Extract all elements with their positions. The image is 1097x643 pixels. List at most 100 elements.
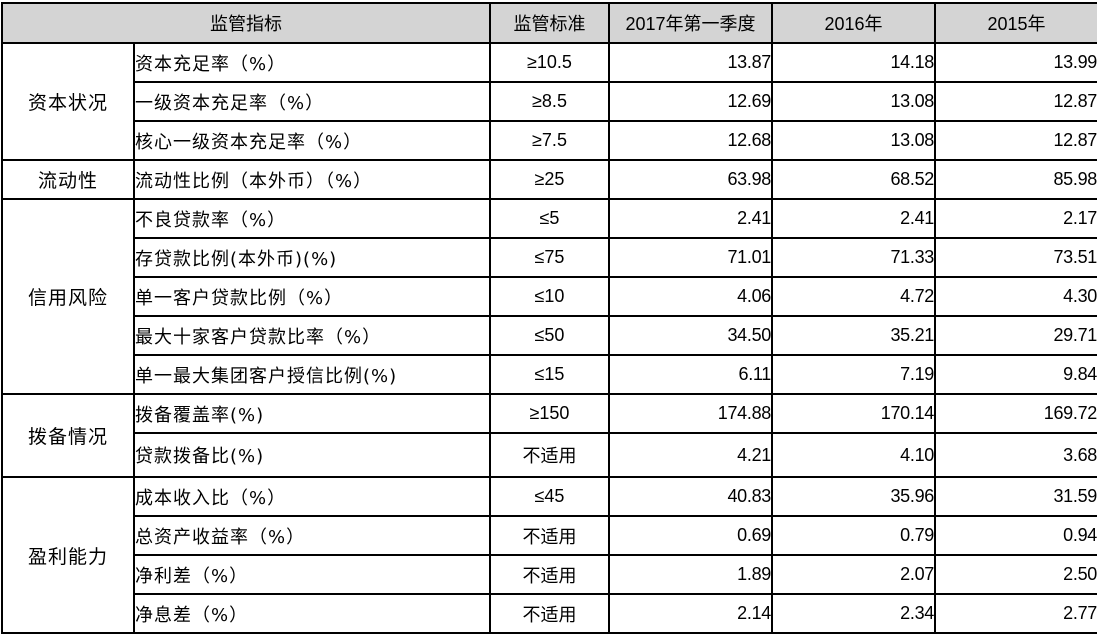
value-q1-2017: 1.89 bbox=[608, 554, 773, 595]
table-row: 净利差（%） 不适用 1.89 2.07 2.50 bbox=[2, 554, 1097, 595]
table-row: 一级资本充足率（%） ≥8.5 12.69 13.08 12.87 bbox=[2, 81, 1097, 122]
category-capital: 资本状况 bbox=[1, 42, 135, 161]
value-q1-2017: 13.87 bbox=[608, 42, 773, 83]
indicator-name: 存贷款比例(本外币)(%) bbox=[133, 237, 491, 278]
value-2016: 14.18 bbox=[771, 42, 936, 83]
value-2015: 73.51 bbox=[934, 237, 1097, 278]
category-liquidity: 流动性 bbox=[1, 159, 135, 200]
standard-value: ≤15 bbox=[489, 354, 610, 395]
indicator-name: 资本充足率（%） bbox=[133, 42, 491, 83]
value-2015: 12.87 bbox=[934, 120, 1097, 161]
indicator-name: 净利差（%） bbox=[133, 554, 491, 595]
value-2016: 71.33 bbox=[771, 237, 936, 278]
indicator-name: 总资产收益率（%） bbox=[133, 515, 491, 556]
value-2015: 2.77 bbox=[934, 593, 1097, 634]
value-2015: 2.50 bbox=[934, 554, 1097, 595]
value-q1-2017: 71.01 bbox=[608, 237, 773, 278]
value-q1-2017: 174.88 bbox=[608, 393, 773, 434]
value-q1-2017: 2.41 bbox=[608, 198, 773, 239]
indicator-name: 单一客户贷款比例（%） bbox=[133, 276, 491, 317]
standard-value: ≥150 bbox=[489, 393, 610, 434]
value-2015: 85.98 bbox=[934, 159, 1097, 200]
standard-value: ≥10.5 bbox=[489, 42, 610, 83]
table-header-row: 监管指标 监管标准 2017年第一季度 2016年 2015年 bbox=[1, 2, 1097, 44]
value-2016: 35.21 bbox=[771, 315, 936, 356]
value-2016: 7.19 bbox=[771, 354, 936, 395]
table-row: 核心一级资本充足率（%） ≥7.5 12.68 13.08 12.87 bbox=[2, 120, 1097, 161]
value-2015: 2.17 bbox=[934, 198, 1097, 239]
value-q1-2017: 34.50 bbox=[608, 315, 773, 356]
standard-value: 不适用 bbox=[489, 432, 610, 478]
value-2015: 9.84 bbox=[934, 354, 1097, 395]
value-2016: 0.79 bbox=[771, 515, 936, 556]
value-q1-2017: 63.98 bbox=[608, 159, 773, 200]
value-q1-2017: 12.68 bbox=[608, 120, 773, 161]
table-row: 贷款拨备比(%) 不适用 4.21 4.10 3.68 bbox=[2, 432, 1097, 478]
value-2016: 2.07 bbox=[771, 554, 936, 595]
value-2016: 4.10 bbox=[771, 432, 936, 478]
value-2016: 13.08 bbox=[771, 81, 936, 122]
table-row: 单一客户贷款比例（%） ≤10 4.06 4.72 4.30 bbox=[2, 276, 1097, 317]
value-2016: 4.72 bbox=[771, 276, 936, 317]
value-2015: 13.99 bbox=[934, 42, 1097, 83]
indicator-name: 核心一级资本充足率（%） bbox=[133, 120, 491, 161]
value-q1-2017: 0.69 bbox=[608, 515, 773, 556]
table-row: 流动性 流动性比例（本外币）（%） ≥25 63.98 68.52 85.98 bbox=[1, 159, 1097, 200]
standard-value: 不适用 bbox=[489, 554, 610, 595]
category-provision: 拨备情况 bbox=[1, 393, 135, 478]
table-row: 总资产收益率（%） 不适用 0.69 0.79 0.94 bbox=[2, 515, 1097, 556]
value-q1-2017: 6.11 bbox=[608, 354, 773, 395]
value-q1-2017: 4.06 bbox=[608, 276, 773, 317]
standard-value: ≥7.5 bbox=[489, 120, 610, 161]
value-q1-2017: 40.83 bbox=[608, 476, 773, 517]
standard-value: ≥25 bbox=[489, 159, 610, 200]
indicator-name: 贷款拨备比(%) bbox=[133, 432, 491, 478]
value-2016: 170.14 bbox=[771, 393, 936, 434]
standard-value: ≤5 bbox=[489, 198, 610, 239]
standard-value: ≤50 bbox=[489, 315, 610, 356]
table-row: 最大十家客户贷款比率（%） ≤50 34.50 35.21 29.71 bbox=[2, 315, 1097, 356]
indicator-name: 单一最大集团客户授信比例(%) bbox=[133, 354, 491, 395]
indicator-name: 流动性比例（本外币）（%） bbox=[133, 159, 491, 200]
header-q1-2017: 2017年第一季度 bbox=[608, 2, 773, 44]
standard-value: ≤75 bbox=[489, 237, 610, 278]
value-2016: 35.96 bbox=[771, 476, 936, 517]
category-profitability: 盈利能力 bbox=[1, 476, 135, 634]
value-2015: 169.72 bbox=[934, 393, 1097, 434]
table-row: 拨备情况 拨备覆盖率(%) ≥150 174.88 170.14 169.72 bbox=[1, 393, 1097, 478]
value-2015: 0.94 bbox=[934, 515, 1097, 556]
value-q1-2017: 12.69 bbox=[608, 81, 773, 122]
value-2015: 4.30 bbox=[934, 276, 1097, 317]
value-2015: 3.68 bbox=[934, 432, 1097, 478]
table-row: 信用风险 不良贷款率（%） ≤5 2.41 2.41 2.17 bbox=[1, 198, 1097, 395]
value-2016: 2.34 bbox=[771, 593, 936, 634]
standard-value: 不适用 bbox=[489, 593, 610, 634]
indicator-name: 净息差（%） bbox=[133, 593, 491, 634]
table-row: 盈利能力 成本收入比（%） ≤45 40.83 35.96 31.59 bbox=[1, 476, 1097, 634]
table-row: 单一最大集团客户授信比例(%) ≤15 6.11 7.19 9.84 bbox=[2, 354, 1097, 395]
indicator-name: 拨备覆盖率(%) bbox=[133, 393, 491, 434]
value-2016: 68.52 bbox=[771, 159, 936, 200]
standard-value: ≤45 bbox=[489, 476, 610, 517]
header-2016: 2016年 bbox=[771, 2, 936, 44]
value-2015: 12.87 bbox=[934, 81, 1097, 122]
table-row: 资本状况 资本充足率（%） ≥10.5 13.87 14.18 13.99 bbox=[1, 42, 1097, 161]
value-2015: 29.71 bbox=[934, 315, 1097, 356]
header-standard: 监管标准 bbox=[489, 2, 610, 44]
header-indicator: 监管指标 bbox=[1, 2, 491, 44]
standard-value: ≥8.5 bbox=[489, 81, 610, 122]
standard-value: ≤10 bbox=[489, 276, 610, 317]
value-2016: 2.41 bbox=[771, 198, 936, 239]
indicator-name: 不良贷款率（%） bbox=[133, 198, 491, 239]
value-2016: 13.08 bbox=[771, 120, 936, 161]
standard-value: 不适用 bbox=[489, 515, 610, 556]
value-q1-2017: 4.21 bbox=[608, 432, 773, 478]
indicator-name: 成本收入比（%） bbox=[133, 476, 491, 517]
value-2015: 31.59 bbox=[934, 476, 1097, 517]
header-2015: 2015年 bbox=[934, 2, 1097, 44]
value-q1-2017: 2.14 bbox=[608, 593, 773, 634]
table-row: 净息差（%） 不适用 2.14 2.34 2.77 bbox=[2, 593, 1097, 634]
table-row: 存贷款比例(本外币)(%) ≤75 71.01 71.33 73.51 bbox=[2, 237, 1097, 278]
indicator-name: 一级资本充足率（%） bbox=[133, 81, 491, 122]
